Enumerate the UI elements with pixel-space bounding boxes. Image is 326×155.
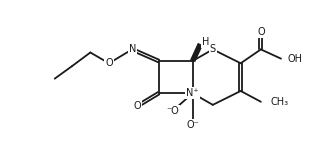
Text: O: O xyxy=(105,58,113,68)
Text: O⁻: O⁻ xyxy=(186,120,199,130)
Text: ⁻O: ⁻O xyxy=(166,106,179,116)
Text: N⁺: N⁺ xyxy=(186,88,199,98)
Text: CH₃: CH₃ xyxy=(270,97,288,107)
Text: O: O xyxy=(133,101,141,111)
Text: O: O xyxy=(257,27,265,38)
Text: N: N xyxy=(128,44,136,54)
Text: H: H xyxy=(202,37,209,47)
Text: OH: OH xyxy=(287,54,302,64)
Text: S: S xyxy=(210,44,216,54)
